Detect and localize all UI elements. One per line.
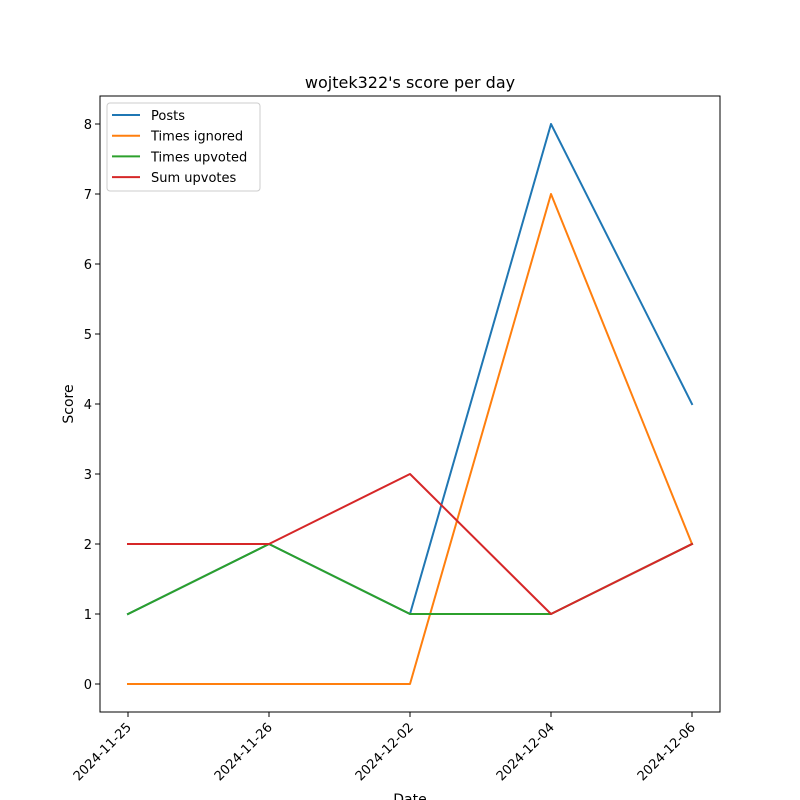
series-line-2 xyxy=(126,542,694,616)
x-tick-label: 2024-11-25 xyxy=(71,720,135,784)
legend: Posts Times ignored Times upvoted Sum upvot… xyxy=(106,102,261,192)
y-tick-label: 6 xyxy=(84,258,92,273)
legend-label: Times ignored xyxy=(150,130,243,145)
x-axis-ticks: 2024-11-25 2024-11-26 2024-12-02 2024-12-04… xyxy=(71,712,699,784)
y-tick-label: 0 xyxy=(84,678,92,693)
y-tick-label: 7 xyxy=(84,188,92,203)
y-tick-label: 3 xyxy=(84,468,92,483)
x-tick-label: 2024-12-02 xyxy=(353,720,417,784)
x-tick-label: 2024-11-26 xyxy=(212,720,276,784)
x-tick-label: 2024-12-06 xyxy=(635,720,699,784)
series-line-3 xyxy=(127,473,694,615)
legend-label: Posts xyxy=(151,109,185,124)
y-tick-label: 8 xyxy=(84,118,92,133)
legend-label: Sum upvotes xyxy=(151,171,237,186)
y-tick-label: 5 xyxy=(84,328,92,343)
y-tick-label: 4 xyxy=(84,398,92,413)
legend-label: Times upvoted xyxy=(150,150,247,165)
plot-lines xyxy=(126,123,694,685)
legend-box xyxy=(106,102,261,192)
x-axis-title: Date xyxy=(393,792,426,800)
y-axis-title: Score xyxy=(61,384,77,423)
chart-title: wojtek322's score per day xyxy=(305,73,515,92)
y-axis-ticks: 0 1 2 3 4 5 6 7 8 xyxy=(84,118,100,693)
y-tick-label: 2 xyxy=(84,538,92,553)
series-line-0 xyxy=(126,123,694,616)
x-tick-label: 2024-12-04 xyxy=(494,720,558,784)
y-tick-label: 1 xyxy=(84,608,92,623)
